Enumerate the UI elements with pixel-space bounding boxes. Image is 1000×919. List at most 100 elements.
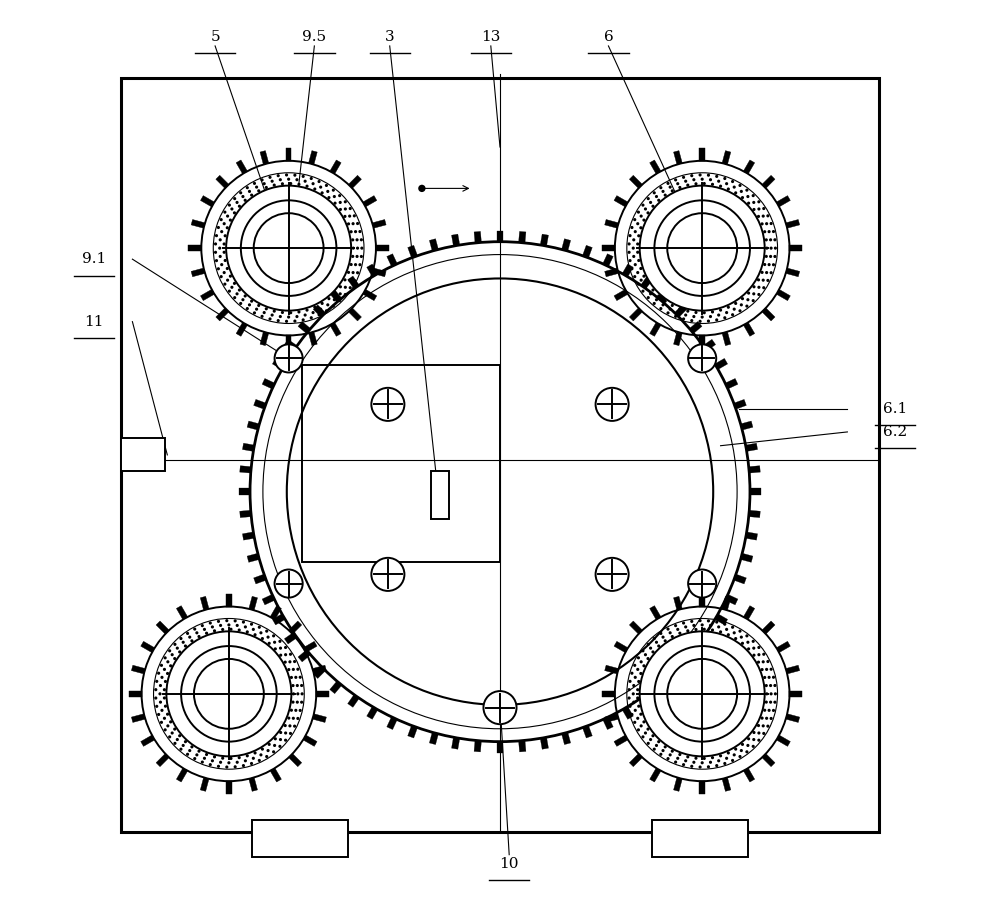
Circle shape bbox=[657, 740, 660, 743]
Circle shape bbox=[254, 213, 324, 283]
Polygon shape bbox=[156, 621, 169, 634]
Circle shape bbox=[281, 182, 284, 186]
Circle shape bbox=[725, 756, 728, 760]
Circle shape bbox=[654, 646, 750, 742]
Circle shape bbox=[717, 179, 720, 183]
Circle shape bbox=[279, 647, 282, 650]
Circle shape bbox=[633, 218, 636, 221]
Circle shape bbox=[674, 315, 677, 318]
Polygon shape bbox=[699, 148, 705, 161]
Circle shape bbox=[217, 765, 220, 768]
Circle shape bbox=[229, 628, 233, 630]
Polygon shape bbox=[367, 707, 378, 720]
Circle shape bbox=[246, 754, 249, 757]
Circle shape bbox=[703, 312, 706, 314]
Circle shape bbox=[733, 754, 736, 756]
Circle shape bbox=[235, 292, 239, 295]
Circle shape bbox=[664, 300, 667, 302]
Circle shape bbox=[279, 315, 282, 318]
Polygon shape bbox=[674, 332, 682, 346]
Circle shape bbox=[238, 629, 241, 631]
Circle shape bbox=[291, 684, 295, 687]
Circle shape bbox=[636, 251, 639, 254]
Circle shape bbox=[284, 739, 287, 742]
Text: 9.1: 9.1 bbox=[82, 252, 106, 267]
Circle shape bbox=[630, 672, 634, 675]
Circle shape bbox=[686, 310, 689, 312]
Polygon shape bbox=[298, 322, 311, 334]
Circle shape bbox=[209, 621, 212, 625]
Circle shape bbox=[273, 184, 276, 187]
Circle shape bbox=[223, 222, 226, 225]
Circle shape bbox=[740, 636, 743, 639]
Circle shape bbox=[296, 668, 299, 671]
Polygon shape bbox=[750, 489, 761, 494]
Circle shape bbox=[203, 756, 206, 760]
Circle shape bbox=[740, 749, 743, 752]
Circle shape bbox=[636, 222, 639, 225]
Polygon shape bbox=[786, 665, 800, 674]
Circle shape bbox=[649, 738, 652, 741]
Circle shape bbox=[723, 623, 726, 626]
Circle shape bbox=[304, 313, 307, 317]
Polygon shape bbox=[239, 488, 250, 494]
Polygon shape bbox=[674, 596, 682, 610]
Circle shape bbox=[277, 319, 280, 323]
Circle shape bbox=[727, 752, 730, 754]
Circle shape bbox=[297, 183, 301, 186]
Polygon shape bbox=[129, 691, 142, 697]
Circle shape bbox=[717, 313, 720, 317]
Circle shape bbox=[669, 631, 672, 634]
Circle shape bbox=[260, 178, 264, 181]
Polygon shape bbox=[614, 289, 628, 301]
Polygon shape bbox=[602, 691, 615, 697]
Polygon shape bbox=[722, 332, 731, 346]
Circle shape bbox=[241, 195, 244, 199]
Polygon shape bbox=[452, 234, 460, 246]
Circle shape bbox=[317, 313, 321, 316]
Circle shape bbox=[285, 174, 288, 176]
Circle shape bbox=[169, 720, 172, 723]
Polygon shape bbox=[629, 621, 642, 634]
Bar bbox=[121, 78, 879, 832]
Circle shape bbox=[646, 657, 650, 660]
Circle shape bbox=[723, 762, 726, 765]
Polygon shape bbox=[519, 232, 526, 243]
Circle shape bbox=[741, 743, 744, 746]
Circle shape bbox=[299, 675, 302, 679]
Polygon shape bbox=[650, 768, 661, 782]
Circle shape bbox=[313, 187, 316, 190]
Circle shape bbox=[653, 191, 656, 195]
Circle shape bbox=[659, 632, 662, 635]
Circle shape bbox=[173, 657, 176, 660]
Circle shape bbox=[223, 243, 226, 245]
Circle shape bbox=[676, 311, 679, 314]
Circle shape bbox=[355, 238, 359, 242]
Circle shape bbox=[666, 628, 670, 630]
Circle shape bbox=[649, 201, 652, 204]
Circle shape bbox=[715, 175, 718, 178]
Polygon shape bbox=[605, 268, 619, 277]
Circle shape bbox=[236, 624, 239, 627]
Polygon shape bbox=[674, 666, 687, 678]
Circle shape bbox=[647, 642, 650, 646]
Circle shape bbox=[701, 177, 704, 181]
Circle shape bbox=[770, 246, 773, 250]
Circle shape bbox=[344, 200, 347, 203]
Circle shape bbox=[273, 743, 276, 747]
Circle shape bbox=[655, 641, 658, 644]
Circle shape bbox=[646, 282, 650, 285]
Circle shape bbox=[671, 750, 674, 753]
Polygon shape bbox=[562, 732, 571, 744]
Circle shape bbox=[639, 267, 642, 270]
Circle shape bbox=[734, 191, 737, 195]
Circle shape bbox=[727, 187, 730, 190]
Polygon shape bbox=[247, 421, 259, 430]
Circle shape bbox=[168, 649, 171, 652]
Circle shape bbox=[773, 255, 776, 258]
Circle shape bbox=[333, 201, 337, 205]
Circle shape bbox=[639, 226, 642, 230]
Polygon shape bbox=[240, 510, 251, 517]
Circle shape bbox=[321, 191, 324, 195]
Circle shape bbox=[339, 285, 342, 289]
